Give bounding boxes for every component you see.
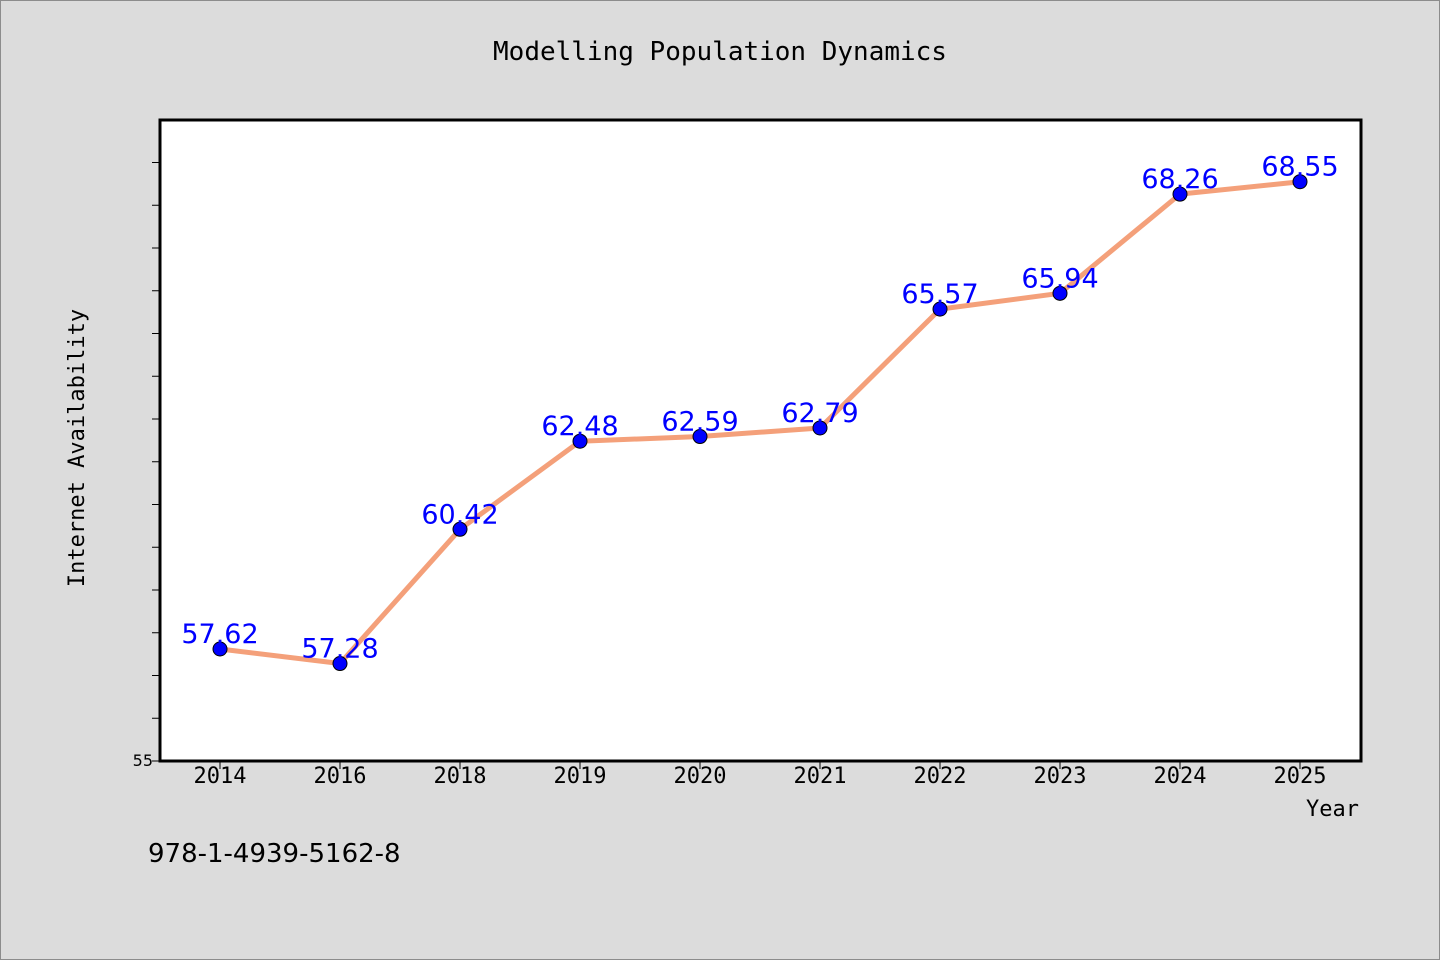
chart-title: Modelling Population Dynamics (493, 37, 947, 67)
x-tick-label: 2025 (1274, 764, 1327, 789)
data-point (332, 656, 348, 672)
footer-code: 978-1-4939-5162-8 (148, 839, 401, 869)
data-point (1052, 285, 1068, 301)
x-tick-label: 2016 (314, 764, 367, 789)
x-tick-label: 2014 (194, 764, 247, 789)
data-point (692, 429, 708, 445)
data-label: 60.42 (421, 499, 498, 530)
y-axis-ticks (152, 162, 160, 762)
data-point (572, 433, 588, 449)
x-tick-label: 2022 (914, 764, 967, 789)
plot-area (158, 118, 1363, 763)
x-axis-label: Year (1306, 797, 1359, 822)
data-point (1292, 174, 1308, 190)
data-label: 68.55 (1261, 152, 1338, 183)
x-tick-label: 2018 (434, 764, 487, 789)
y-axis-label: Internet Availability (65, 309, 90, 587)
x-axis-ticks: 2014 2016 2018 2019 2020 2021 2022 2023 2024 2025 (194, 761, 1327, 789)
data-label: 57.62 (181, 619, 258, 650)
data-label: 62.59 (661, 407, 738, 438)
data-point (932, 301, 948, 317)
data-point (812, 420, 828, 436)
data-label: 68.26 (1141, 164, 1218, 195)
x-tick-label: 2019 (554, 764, 607, 789)
y-tick-label: 55 (133, 751, 153, 770)
data-label: 62.48 (541, 411, 618, 442)
series-line (217, 179, 1303, 667)
x-tick-label: 2023 (1034, 764, 1087, 789)
data-label: 65.94 (1021, 263, 1098, 294)
data-label: 57.28 (301, 634, 378, 665)
data-point (212, 641, 228, 657)
data-label: 65.57 (901, 279, 978, 310)
x-tick-label: 2024 (1154, 764, 1207, 789)
data-labels: 57.62 57.28 60.42 62.48 62.59 62.79 65.57 65.94… (181, 152, 1338, 665)
x-tick-label: 2020 (674, 764, 727, 789)
series-group (212, 174, 1308, 672)
data-point (1172, 186, 1188, 202)
data-point (452, 521, 468, 537)
data-label: 62.79 (781, 398, 858, 429)
x-tick-label: 2021 (794, 764, 847, 789)
